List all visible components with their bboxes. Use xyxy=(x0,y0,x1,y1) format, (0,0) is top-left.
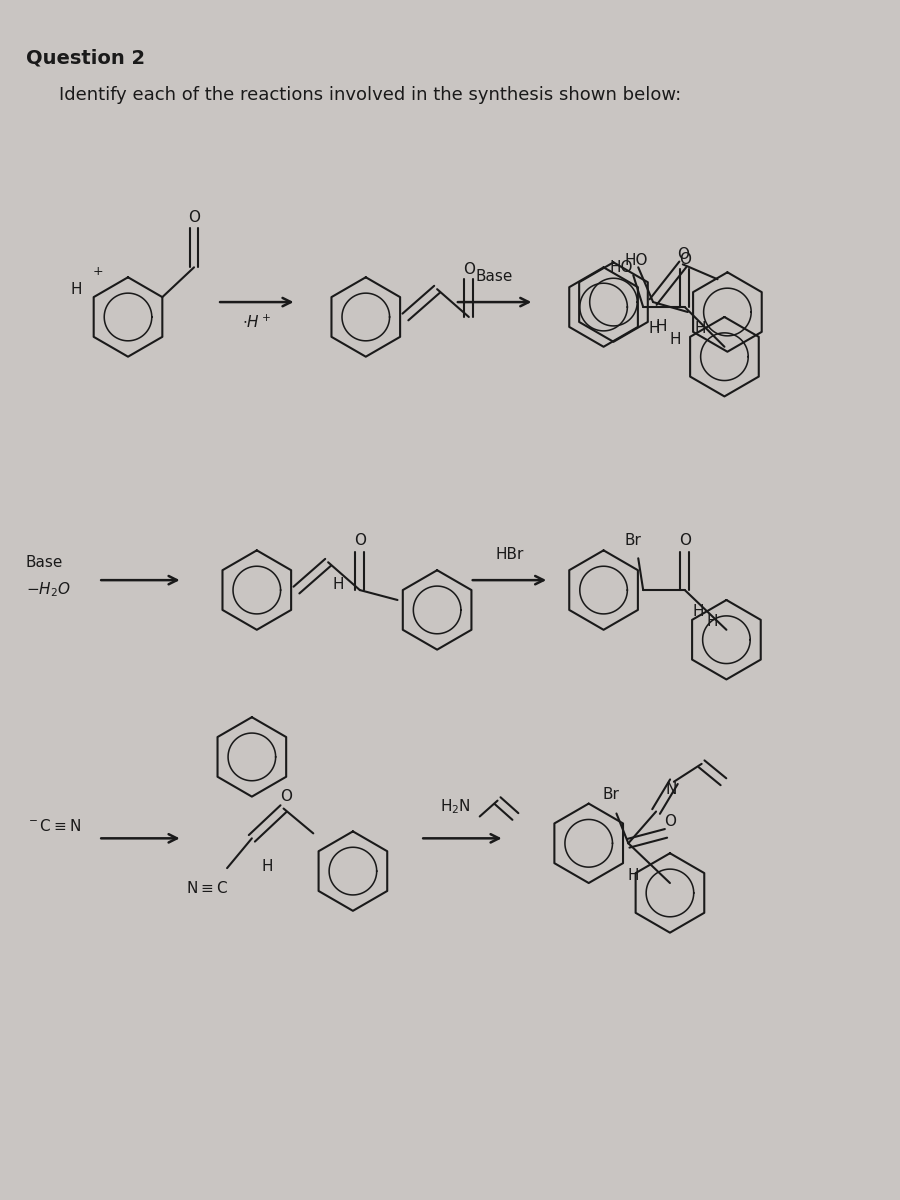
Text: Base: Base xyxy=(476,269,513,284)
Text: $-H_2O$: $-H_2O$ xyxy=(26,581,71,600)
Text: O: O xyxy=(463,262,475,277)
Text: HO: HO xyxy=(609,260,633,275)
Text: $\cdot H^+$: $\cdot H^+$ xyxy=(242,313,272,330)
Text: H: H xyxy=(706,614,718,629)
Text: O: O xyxy=(354,533,365,548)
Text: O: O xyxy=(677,247,688,262)
Text: O: O xyxy=(281,790,292,804)
Text: HO: HO xyxy=(625,253,648,268)
Text: N: N xyxy=(666,781,678,797)
Text: O: O xyxy=(664,814,676,829)
Text: H: H xyxy=(648,322,660,336)
Text: HBr: HBr xyxy=(495,547,524,563)
Text: H$_2$N: H$_2$N xyxy=(440,798,471,816)
Text: N$\equiv$C: N$\equiv$C xyxy=(186,880,229,896)
Text: Identify each of the reactions involved in the synthesis shown below:: Identify each of the reactions involved … xyxy=(58,85,681,103)
Text: H: H xyxy=(71,282,82,296)
Text: O: O xyxy=(679,533,691,548)
Text: H: H xyxy=(695,322,707,336)
Text: O: O xyxy=(679,252,691,266)
Text: H: H xyxy=(627,868,639,883)
Text: Br: Br xyxy=(602,786,619,802)
Text: H: H xyxy=(669,332,680,347)
Text: H: H xyxy=(262,859,274,874)
Text: H: H xyxy=(332,577,344,592)
Text: Question 2: Question 2 xyxy=(26,49,145,68)
Text: O: O xyxy=(188,210,200,226)
Text: $^-$C$\equiv$N: $^-$C$\equiv$N xyxy=(26,818,81,834)
Text: Base: Base xyxy=(26,554,63,570)
Text: Br: Br xyxy=(625,533,642,548)
Text: +: + xyxy=(93,265,104,277)
Text: H: H xyxy=(693,605,704,619)
Text: H: H xyxy=(655,319,667,335)
